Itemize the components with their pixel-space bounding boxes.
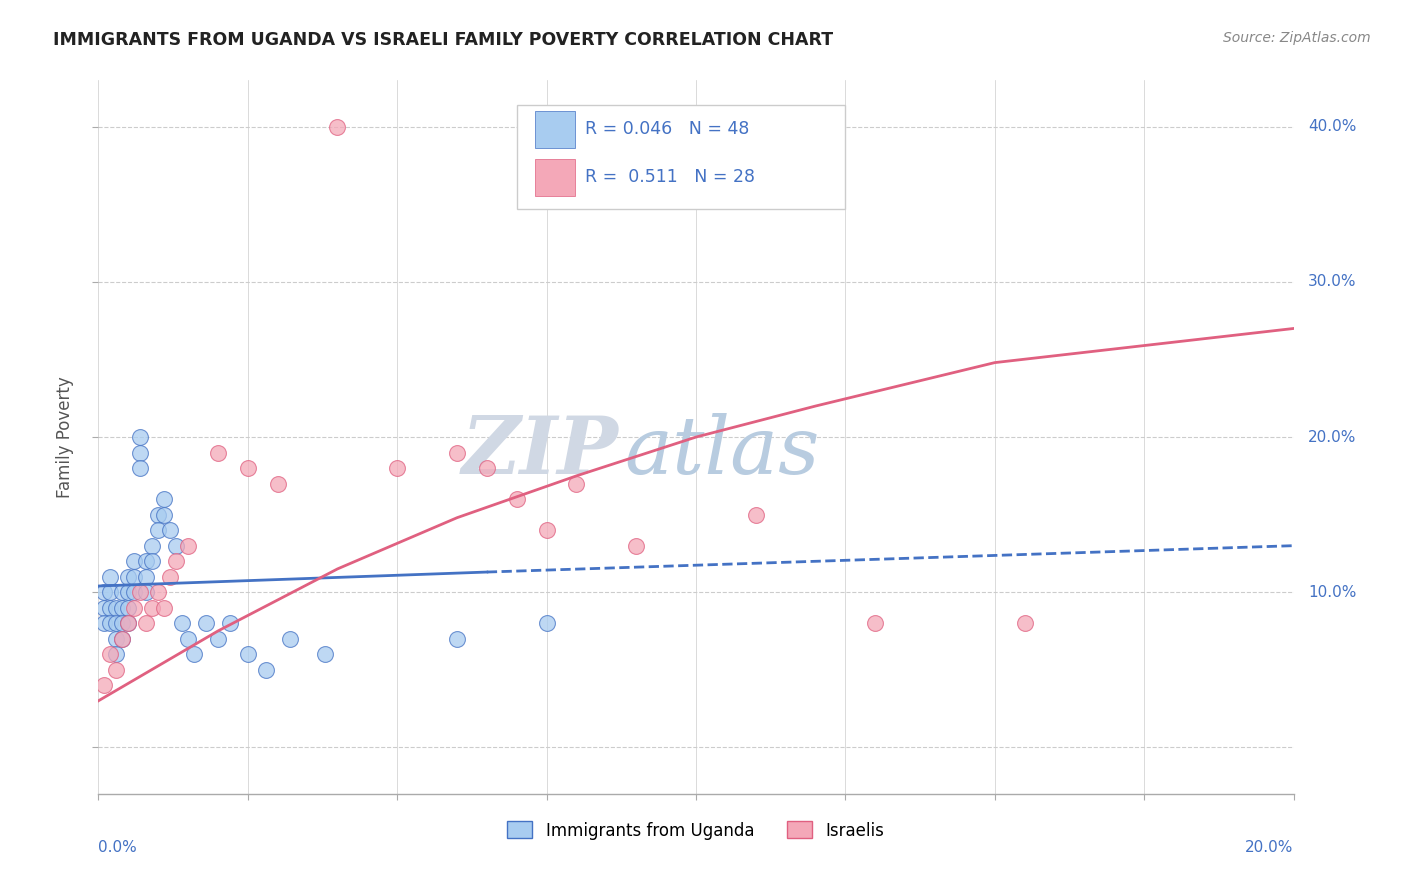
Point <box>141 554 163 568</box>
Point <box>183 647 205 661</box>
Point <box>315 647 337 661</box>
Point <box>129 585 152 599</box>
FancyBboxPatch shape <box>534 160 575 196</box>
Point <box>278 632 301 646</box>
Point <box>148 585 170 599</box>
Point <box>111 600 134 615</box>
Point <box>141 600 163 615</box>
Point <box>254 663 277 677</box>
Point <box>124 554 146 568</box>
Point <box>98 647 122 661</box>
Point <box>207 445 229 459</box>
Point <box>124 600 146 615</box>
Point <box>93 678 115 692</box>
Point <box>153 492 176 507</box>
Point <box>105 663 128 677</box>
Point <box>117 585 139 599</box>
Point <box>536 616 558 631</box>
Point <box>93 585 115 599</box>
Point <box>165 554 187 568</box>
Point <box>93 616 115 631</box>
Point <box>105 632 128 646</box>
Point <box>124 585 146 599</box>
Point <box>93 600 115 615</box>
Text: 10.0%: 10.0% <box>1308 585 1357 599</box>
Point <box>111 632 134 646</box>
Point <box>536 523 558 537</box>
Point <box>111 585 134 599</box>
Y-axis label: Family Poverty: Family Poverty <box>56 376 75 498</box>
Point <box>153 508 176 522</box>
Point <box>129 430 152 444</box>
Point <box>105 600 128 615</box>
Text: atlas: atlas <box>624 413 820 490</box>
FancyBboxPatch shape <box>534 112 575 148</box>
Legend: Immigrants from Uganda, Israelis: Immigrants from Uganda, Israelis <box>501 814 891 847</box>
Point <box>326 120 349 134</box>
Point <box>159 570 181 584</box>
Point <box>219 616 242 631</box>
Point <box>98 600 122 615</box>
Point <box>565 476 588 491</box>
Point <box>153 600 176 615</box>
Point <box>98 585 122 599</box>
Point <box>141 539 163 553</box>
Point <box>105 647 128 661</box>
Point <box>117 616 139 631</box>
Text: R =  0.511   N = 28: R = 0.511 N = 28 <box>585 168 755 186</box>
Text: R = 0.046   N = 48: R = 0.046 N = 48 <box>585 120 749 138</box>
Text: Source: ZipAtlas.com: Source: ZipAtlas.com <box>1223 31 1371 45</box>
Point <box>111 616 134 631</box>
Point <box>745 508 768 522</box>
Point <box>165 539 187 553</box>
Point <box>129 445 152 459</box>
Point <box>267 476 290 491</box>
Point <box>98 570 122 584</box>
Point <box>1014 616 1036 631</box>
Point <box>135 554 157 568</box>
Point <box>865 616 887 631</box>
Point <box>117 570 139 584</box>
Point <box>117 600 139 615</box>
Text: 20.0%: 20.0% <box>1246 840 1294 855</box>
Point <box>172 616 194 631</box>
Point <box>148 523 170 537</box>
Point <box>446 445 468 459</box>
FancyBboxPatch shape <box>517 105 845 209</box>
Point <box>105 616 128 631</box>
Point <box>135 570 157 584</box>
Text: 40.0%: 40.0% <box>1308 120 1357 135</box>
Point <box>446 632 468 646</box>
Point <box>236 461 259 475</box>
Point <box>117 616 139 631</box>
Point <box>626 539 648 553</box>
Point <box>195 616 218 631</box>
Point <box>506 492 529 507</box>
Point <box>159 523 181 537</box>
Point <box>135 616 157 631</box>
Text: 30.0%: 30.0% <box>1308 275 1357 289</box>
Point <box>148 508 170 522</box>
Text: 0.0%: 0.0% <box>98 840 138 855</box>
Point <box>177 632 200 646</box>
Point <box>111 632 134 646</box>
Text: IMMIGRANTS FROM UGANDA VS ISRAELI FAMILY POVERTY CORRELATION CHART: IMMIGRANTS FROM UGANDA VS ISRAELI FAMILY… <box>53 31 834 49</box>
Text: ZIP: ZIP <box>461 413 619 490</box>
Text: 20.0%: 20.0% <box>1308 430 1357 444</box>
Point <box>207 632 229 646</box>
Point <box>385 461 409 475</box>
Point <box>135 585 157 599</box>
Point <box>475 461 498 475</box>
Point <box>98 616 122 631</box>
Point <box>129 461 152 475</box>
Point <box>177 539 200 553</box>
Point <box>124 570 146 584</box>
Point <box>236 647 259 661</box>
